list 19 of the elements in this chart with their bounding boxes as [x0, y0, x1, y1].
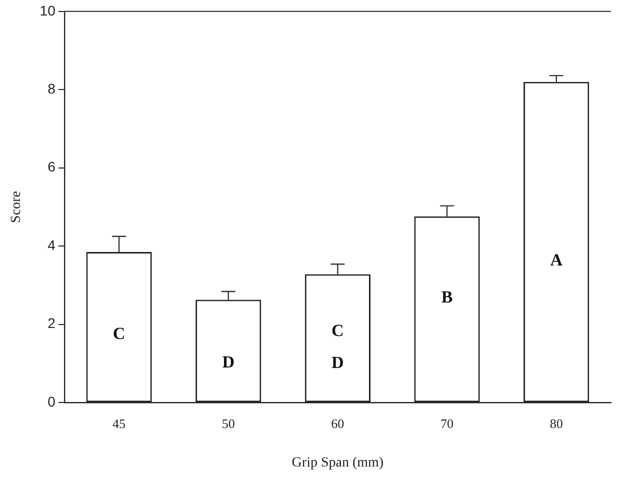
y-tick-label: 10: [40, 2, 56, 18]
annotation: C: [332, 321, 344, 340]
y-axis-title: Score: [9, 191, 24, 223]
y-tick-label: 6: [48, 158, 56, 175]
annotation: B: [441, 287, 453, 306]
annotation: A: [550, 250, 564, 270]
annotation: D: [222, 352, 234, 372]
x-tick-label: 45: [112, 416, 126, 431]
y-tick-label: 0: [48, 393, 56, 410]
x-tick-label: 60: [331, 416, 344, 431]
x-tick-label: 80: [550, 416, 563, 431]
annotation: D: [332, 353, 344, 372]
y-tick-label: 2: [48, 315, 56, 332]
x-tick-label: 70: [440, 416, 454, 431]
x-tick-label: 50: [222, 416, 235, 431]
x-axis-title: Grip Span (mm): [292, 455, 384, 470]
y-tick-label: 4: [48, 236, 56, 253]
annotation: C: [112, 324, 126, 343]
y-tick-label: 8: [48, 80, 56, 96]
